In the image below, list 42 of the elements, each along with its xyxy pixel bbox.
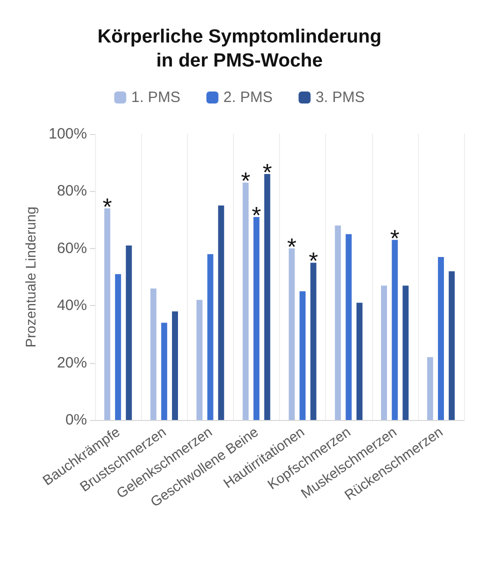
- bar: [172, 311, 178, 420]
- bar: [356, 302, 362, 420]
- bar: [310, 262, 316, 420]
- bar: [115, 274, 122, 420]
- bar: [334, 226, 341, 420]
- bar: [207, 254, 214, 420]
- bar: [218, 206, 224, 420]
- y-tick-label: 80%: [56, 182, 87, 200]
- y-tick-label: 20%: [56, 354, 87, 372]
- bar: [438, 256, 444, 420]
- bar: [288, 248, 295, 420]
- bar: [104, 208, 110, 420]
- bar: [392, 240, 398, 420]
- data-label: *: [262, 160, 272, 187]
- data-label: *: [252, 202, 262, 230]
- y-tick-label: 60%: [56, 240, 87, 257]
- bar: [402, 286, 409, 420]
- y-axis-title: Prozentuale Linderung: [22, 206, 39, 348]
- bar: [300, 291, 306, 420]
- bar: [242, 182, 249, 420]
- data-label: *: [287, 234, 296, 261]
- bar: [150, 288, 156, 420]
- bar: [161, 322, 168, 420]
- bar: [381, 286, 388, 420]
- legend-label: 1. PMS: [131, 89, 180, 106]
- data-label: *: [308, 248, 318, 276]
- legend-label: 2. PMS: [223, 89, 273, 106]
- bar: [126, 246, 132, 420]
- bar: [253, 216, 260, 420]
- data-label: *: [240, 168, 250, 196]
- bar: [448, 271, 455, 420]
- y-tick-label: 40%: [56, 297, 87, 314]
- data-label: *: [102, 194, 112, 221]
- bar: [264, 174, 270, 420]
- y-tick-label: 0%: [65, 412, 87, 428]
- legend-label: 3. PMS: [316, 89, 365, 106]
- bar: [427, 357, 434, 420]
- bar: [196, 300, 203, 420]
- y-tick-label: 100%: [48, 126, 87, 142]
- chart-title: Körperliche Symptomlinderung in der PMS-Woche: [98, 26, 382, 72]
- bar: [346, 234, 352, 420]
- data-label: *: [390, 225, 400, 252]
